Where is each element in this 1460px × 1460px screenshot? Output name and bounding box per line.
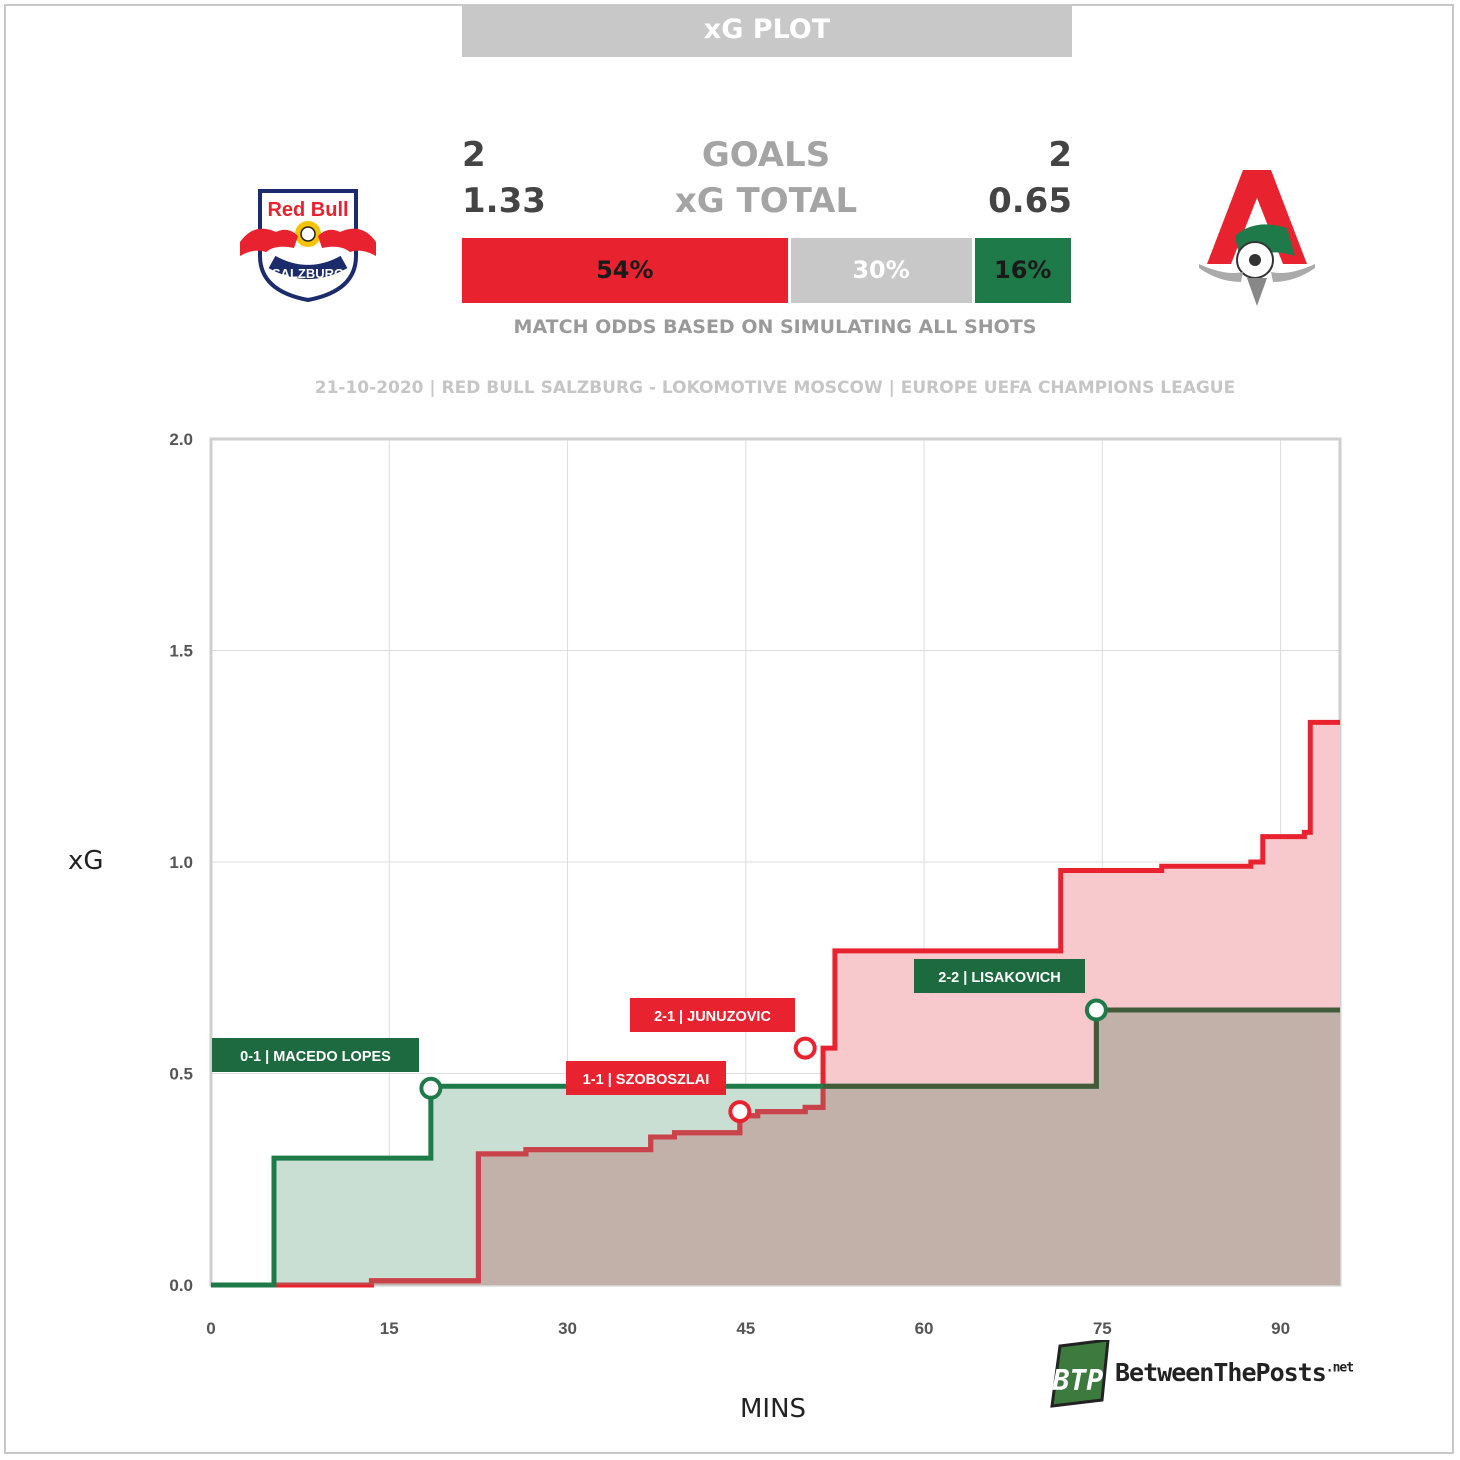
x-axis-title: MINS [740, 1394, 807, 1424]
home-goals: 2 [462, 135, 486, 175]
crest-text-bottom: SALZBURG [272, 266, 344, 281]
away-goals: 2 [1048, 135, 1072, 175]
draw-odds: 30% [790, 238, 972, 303]
btp-brand-label: BetweenThePosts [1115, 1358, 1327, 1387]
xg-total-label: xG TOTAL [674, 181, 858, 221]
btp-brand-suffix: .net [1325, 1360, 1354, 1376]
btp-brand-name: BetweenThePosts.net [1115, 1358, 1354, 1387]
goals-label: GOALS [701, 135, 831, 175]
away-win-odds: 16% [974, 238, 1071, 303]
home-xg-total: 1.33 [462, 181, 546, 221]
y-axis-title: xG [68, 846, 104, 876]
home-win-odds: 54% [462, 238, 788, 303]
away-xg-total: 0.65 [988, 181, 1072, 221]
btp-logo-icon: BTP [1050, 1338, 1350, 1410]
lokomotiv-moscow-crest-icon [1195, 168, 1319, 308]
odds-note: MATCH ODDS BASED ON SIMULATING ALL SHOTS [513, 316, 1037, 338]
btp-mark-text: BTP [1052, 1364, 1104, 1397]
crest-text-top: Red Bull [267, 199, 348, 221]
page-title: xG PLOT [462, 5, 1072, 57]
match-info: 21-10-2020 | RED BULL SALZBURG - LOKOMOT… [314, 378, 1236, 398]
red-bull-salzburg-crest-icon: Red Bull SALZBURG [236, 186, 380, 304]
